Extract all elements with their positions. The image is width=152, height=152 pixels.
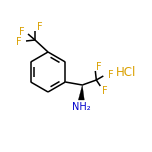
Text: F: F: [37, 22, 43, 32]
Text: F: F: [107, 70, 113, 80]
Text: NH₂: NH₂: [72, 102, 91, 112]
Text: F: F: [95, 62, 101, 72]
Text: F: F: [16, 37, 22, 47]
Text: HCl: HCl: [116, 66, 136, 78]
Text: F: F: [19, 27, 25, 37]
Text: F: F: [102, 86, 107, 96]
Polygon shape: [78, 85, 84, 100]
